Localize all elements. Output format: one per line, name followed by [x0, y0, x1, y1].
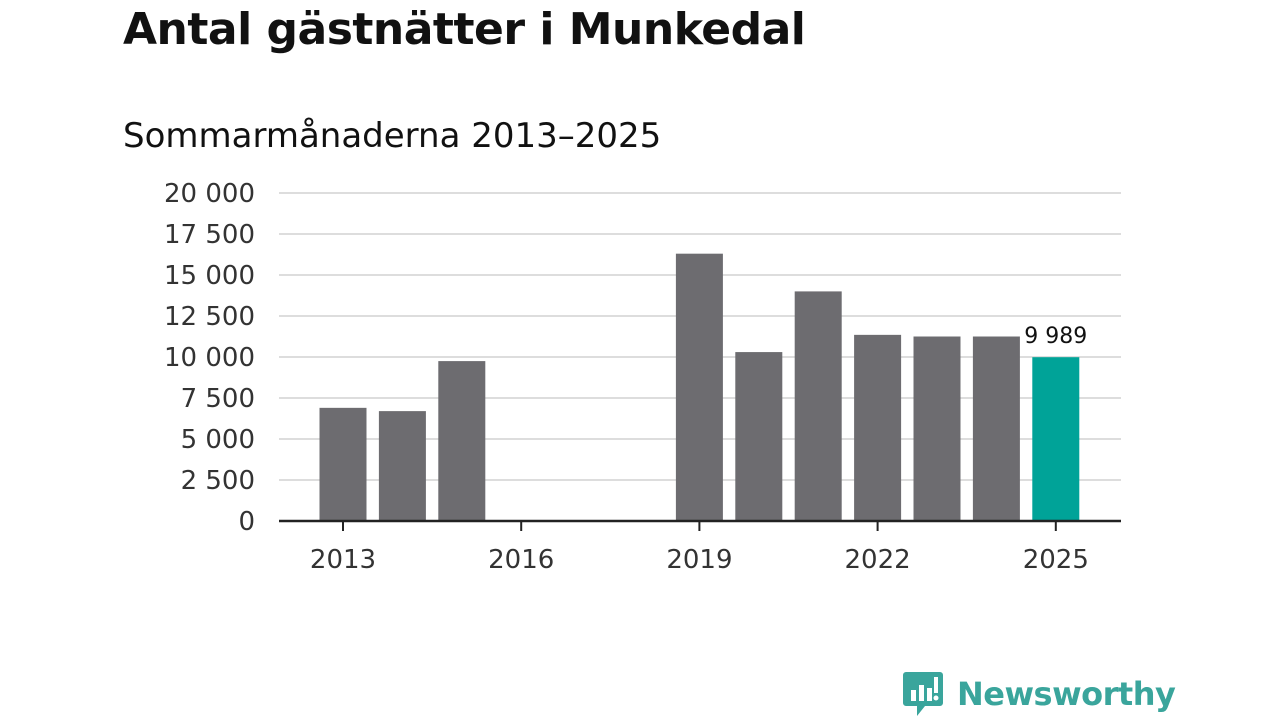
newsworthy-brand: Newsworthy: [903, 670, 1176, 718]
x-axis: 2013 2016 2019 2022 2025: [279, 519, 1121, 575]
bar-2020: [735, 352, 783, 521]
y-tick-label: 10 000: [164, 343, 255, 373]
bar-2025: [1032, 357, 1080, 521]
x-tick-label: 2019: [666, 545, 732, 575]
x-tick-label: 2016: [488, 545, 554, 575]
chart-title: Antal gästnätter i Munkedal: [123, 4, 806, 55]
bar-2015: [438, 361, 486, 521]
bar-2014: [378, 411, 426, 521]
y-tick-label: 12 500: [164, 302, 255, 332]
bar-2019: [675, 253, 723, 521]
chart-subtitle: Sommarmånaderna 2013–2025: [123, 116, 662, 156]
y-tick-label: 0: [238, 507, 255, 537]
x-tick-label: 2013: [310, 545, 376, 575]
data-labels: 9 989: [1024, 324, 1087, 349]
newsworthy-logo-icon: [903, 672, 943, 716]
bar-2023: [913, 336, 961, 521]
y-tick-label: 7 500: [181, 384, 255, 414]
bar-2022: [854, 334, 902, 521]
y-tick-label: 15 000: [164, 261, 255, 291]
highlight-data-label: 9 989: [1024, 324, 1087, 349]
y-tick-label: 2 500: [181, 466, 255, 496]
y-axis: 0 2 500 5 000 7 500 10 000 12 500 15 000 17 500…: [164, 179, 255, 537]
brand-name: Newsworthy: [957, 675, 1176, 713]
x-tick-label: 2022: [845, 545, 911, 575]
bar-2013: [319, 407, 367, 521]
bar-2021: [794, 291, 842, 521]
y-tick-label: 20 000: [164, 179, 255, 209]
x-tick-label: 2025: [1023, 545, 1089, 575]
y-tick-label: 5 000: [181, 425, 255, 455]
bars: [319, 253, 1080, 521]
bar-2024: [972, 336, 1020, 521]
y-tick-label: 17 500: [164, 220, 255, 250]
